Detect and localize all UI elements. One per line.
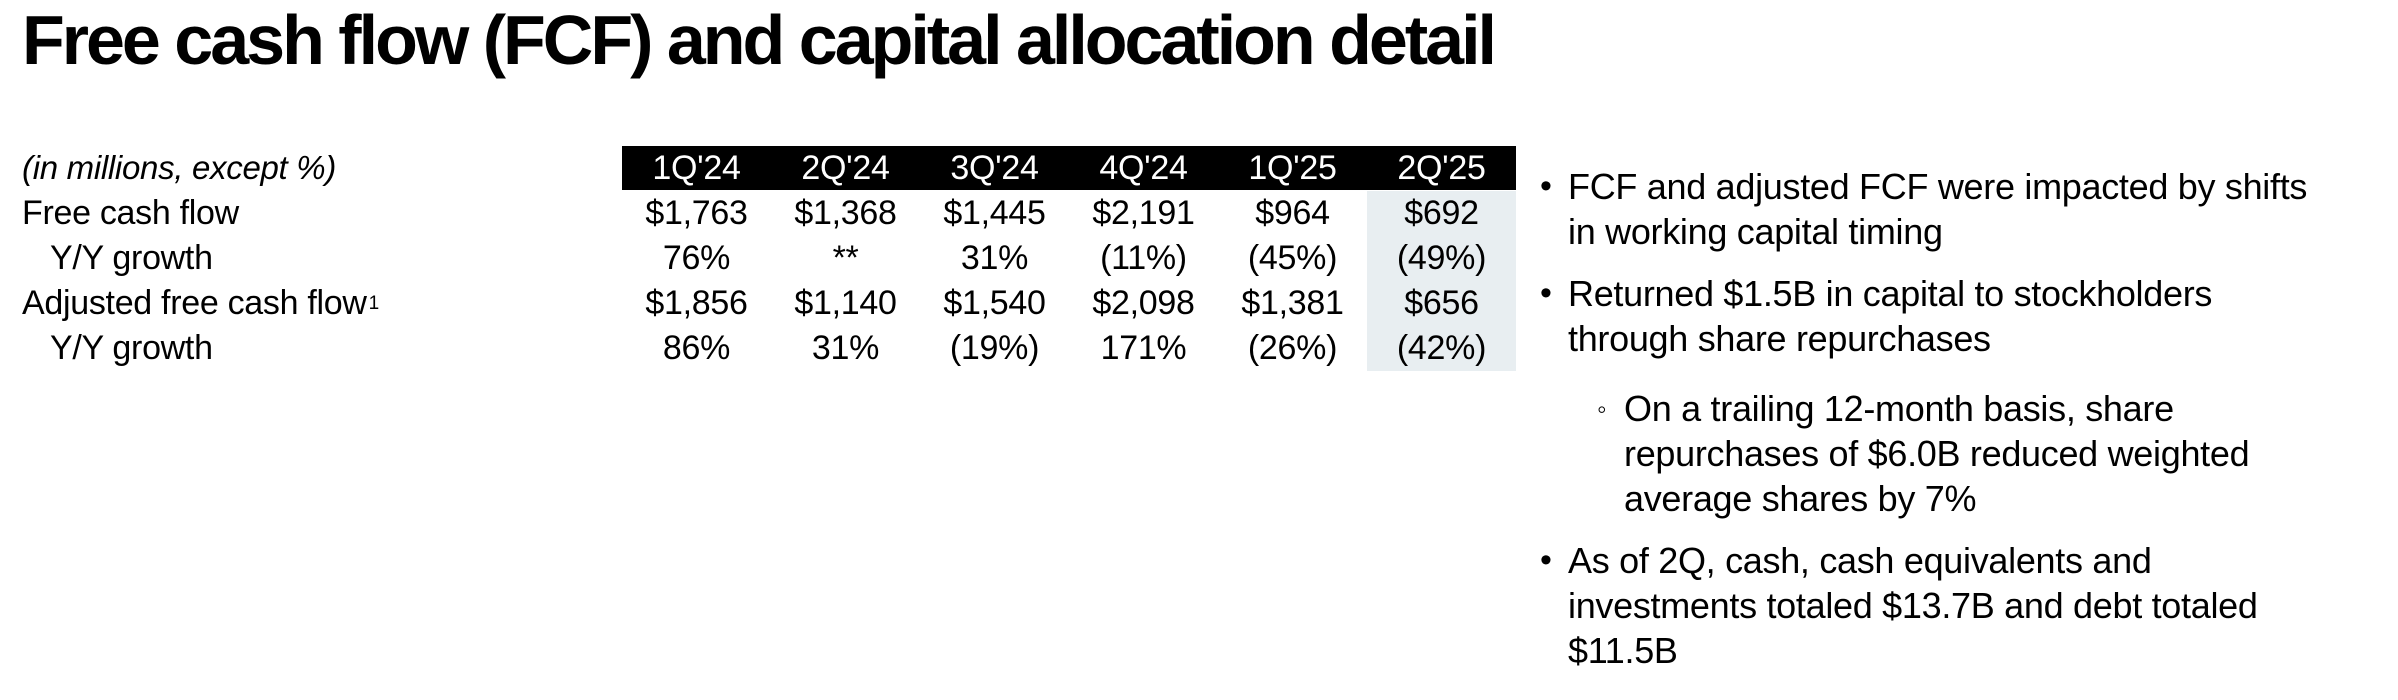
table-cell: $2,191 bbox=[1092, 194, 1195, 232]
table-cell: 31% bbox=[960, 239, 1029, 277]
table-cell: $1,381 bbox=[1241, 284, 1344, 322]
table-cell-highlighted: $656 bbox=[1367, 281, 1516, 326]
sub-bullet-marker: ◦ bbox=[1597, 394, 1607, 424]
column-header-2q24: 2Q'24 bbox=[771, 146, 920, 190]
sub-bullet-item-share-repurchases: ◦ On a trailing 12-month basis, share re… bbox=[1540, 386, 2396, 521]
table-cell: $1,856 bbox=[645, 284, 748, 322]
row-label-text: Adjusted free cash flow bbox=[22, 284, 367, 322]
table-cell: 76% bbox=[662, 239, 731, 277]
table-cell-highlighted: (49%) bbox=[1367, 236, 1516, 281]
column-header-1q24: 1Q'24 bbox=[622, 146, 771, 190]
row-label-text: Free cash flow bbox=[22, 194, 239, 232]
table-units-note: (in millions, except %) bbox=[22, 146, 622, 190]
bullet-text-line: in working capital timing bbox=[1568, 211, 1943, 252]
table-cell: $1,763 bbox=[645, 194, 748, 232]
table-cell: ** bbox=[832, 239, 859, 277]
bullet-text: FCF and adjusted FCF were impacted by sh… bbox=[1568, 164, 2396, 254]
bullet-marker: • bbox=[1540, 274, 1552, 312]
row-label-adjusted-free-cash-flow: Adjusted free cash flow 1 bbox=[22, 284, 379, 322]
table-cell: $1,540 bbox=[943, 284, 1046, 322]
column-header-2q25: 2Q'25 bbox=[1367, 146, 1516, 190]
commentary-bullets: • FCF and adjusted FCF were impacted by … bbox=[1540, 164, 2396, 673]
table-cell: (19%) bbox=[949, 329, 1040, 367]
bullet-text-line: On a trailing 12-month basis, share bbox=[1624, 388, 2174, 429]
bullet-text-line: $11.5B bbox=[1568, 630, 1678, 671]
bullet-text-line: through share repurchases bbox=[1568, 318, 1991, 359]
table-cell: $2,098 bbox=[1092, 284, 1195, 322]
column-header-4q24: 4Q'24 bbox=[1069, 146, 1218, 190]
bullet-text-line: FCF and adjusted FCF were impacted by sh… bbox=[1568, 166, 2308, 207]
bullet-text-line: Returned $1.5B in capital to stockholder… bbox=[1568, 273, 2213, 314]
table-cell: $1,368 bbox=[794, 194, 897, 232]
fcf-table: (in millions, except %) 1Q'24 2Q'24 3Q'2… bbox=[22, 146, 1516, 371]
bullet-marker: • bbox=[1540, 541, 1552, 579]
bullet-text-line: As of 2Q, cash, cash equivalents and bbox=[1568, 540, 2152, 581]
table-cell: (26%) bbox=[1247, 329, 1338, 367]
bullet-marker: • bbox=[1540, 167, 1552, 205]
table-cell: 31% bbox=[811, 329, 880, 367]
row-label-free-cash-flow: Free cash flow bbox=[22, 191, 622, 236]
table-cell: 86% bbox=[662, 329, 731, 367]
table-cell: (11%) bbox=[1100, 239, 1187, 277]
row-label-yy-growth: Y/Y growth bbox=[22, 326, 622, 371]
row-label-text: Y/Y growth bbox=[50, 239, 213, 277]
page-title: Free cash flow (FCF) and capital allocat… bbox=[22, 1, 1497, 79]
row-label-text: Y/Y growth bbox=[50, 329, 213, 367]
table-cell: $964 bbox=[1255, 194, 1330, 232]
column-header-3q24: 3Q'24 bbox=[920, 146, 1069, 190]
bullet-item-fcf-impact: • FCF and adjusted FCF were impacted by … bbox=[1540, 164, 2396, 254]
table-cell-highlighted: $692 bbox=[1367, 191, 1516, 236]
bullet-item-cash-and-debt: • As of 2Q, cash, cash equivalents and i… bbox=[1540, 538, 2396, 673]
bullet-text-line: repurchases of $6.0B reduced weighted bbox=[1624, 433, 2250, 474]
column-header-1q25: 1Q'25 bbox=[1218, 146, 1367, 190]
table-cell: (45%) bbox=[1247, 239, 1338, 277]
table-cell: 171% bbox=[1100, 329, 1187, 367]
bullet-text-line: average shares by 7% bbox=[1624, 478, 1977, 519]
row-label-yy-growth: Y/Y growth bbox=[22, 236, 622, 281]
table-cell-highlighted: (42%) bbox=[1367, 326, 1516, 371]
bullet-text: As of 2Q, cash, cash equivalents and inv… bbox=[1568, 538, 2396, 673]
table-cell: $1,445 bbox=[943, 194, 1046, 232]
bullet-text: On a trailing 12-month basis, share repu… bbox=[1624, 386, 2396, 521]
bullet-text: Returned $1.5B in capital to stockholder… bbox=[1568, 271, 2396, 361]
bullet-text-line: investments totaled $13.7B and debt tota… bbox=[1568, 585, 2258, 626]
table-cell: $1,140 bbox=[794, 284, 897, 322]
bullet-item-capital-returned: • Returned $1.5B in capital to stockhold… bbox=[1540, 271, 2396, 361]
